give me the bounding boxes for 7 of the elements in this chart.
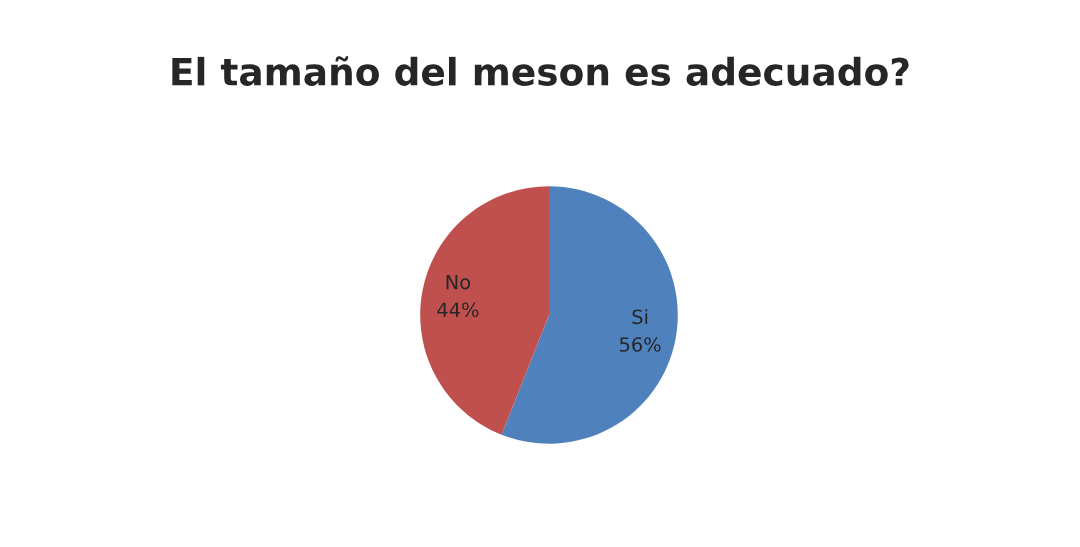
chart-title: El tamaño del meson es adecuado? — [172, 56, 909, 86]
slice-label: Si — [632, 309, 648, 325]
pie-slice — [501, 186, 678, 444]
slice-label: No — [446, 274, 471, 290]
pie-slice — [420, 186, 549, 435]
data-label: 44% — [437, 302, 479, 318]
data-label: 56% — [619, 337, 661, 352]
